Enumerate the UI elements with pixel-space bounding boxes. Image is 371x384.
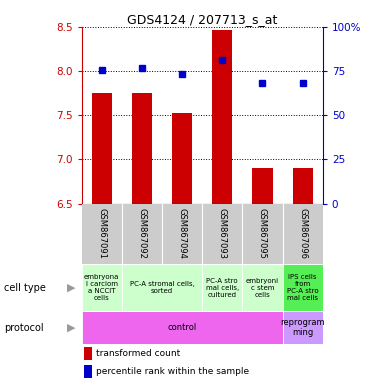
Text: GSM867091: GSM867091 — [97, 209, 106, 259]
Title: GDS4124 / 207713_s_at: GDS4124 / 207713_s_at — [127, 13, 278, 26]
Text: IPS cells
from
PC-A stro
mal cells: IPS cells from PC-A stro mal cells — [287, 274, 318, 301]
Text: embryona
l carciom
a NCCIT
cells: embryona l carciom a NCCIT cells — [84, 274, 119, 301]
Bar — [202, 264, 242, 311]
Bar — [283, 264, 323, 311]
Text: GSM867094: GSM867094 — [178, 209, 187, 259]
Text: GSM867092: GSM867092 — [137, 209, 147, 259]
Text: embryoni
c stem
cells: embryoni c stem cells — [246, 278, 279, 298]
Bar — [212, 30, 232, 204]
Text: percentile rank within the sample: percentile rank within the sample — [96, 367, 249, 376]
Bar — [84, 347, 92, 361]
Text: GSM867096: GSM867096 — [298, 209, 307, 259]
Text: PC-A stromal cells,
sorted: PC-A stromal cells, sorted — [129, 281, 194, 294]
Text: ▶: ▶ — [67, 283, 75, 293]
Bar — [172, 113, 192, 204]
Bar — [132, 93, 152, 204]
Text: PC-A stro
mal cells,
cultured: PC-A stro mal cells, cultured — [206, 278, 239, 298]
Text: cell type: cell type — [4, 283, 46, 293]
Text: transformed count: transformed count — [96, 349, 180, 358]
Bar — [283, 311, 323, 344]
Bar — [82, 264, 122, 311]
Text: ▶: ▶ — [67, 323, 75, 333]
Text: control: control — [167, 323, 197, 332]
Text: reprogram
ming: reprogram ming — [280, 318, 325, 338]
Text: GSM867093: GSM867093 — [218, 209, 227, 259]
Bar — [84, 365, 92, 378]
Bar — [122, 264, 202, 311]
Bar — [92, 93, 112, 204]
Text: protocol: protocol — [4, 323, 43, 333]
Bar — [293, 168, 313, 204]
Bar — [252, 168, 273, 204]
Text: GSM867095: GSM867095 — [258, 209, 267, 259]
Bar — [82, 311, 283, 344]
Bar — [242, 264, 283, 311]
